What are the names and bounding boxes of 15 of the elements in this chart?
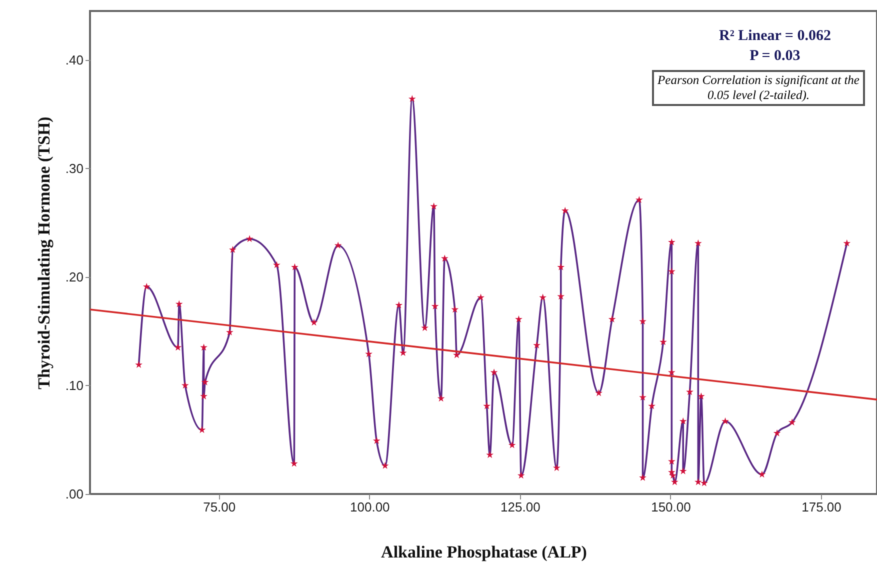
y-tick-label: .20 [65,269,84,284]
y-tick-label: .10 [65,378,84,393]
y-tick-label: .30 [65,160,84,176]
annotation: R² Linear = 0.062 [718,28,832,45]
x-axis-title: Alkaline Phosphatase (ALP) [381,542,587,562]
y-tick-label: .40 [65,52,84,68]
x-tick-label: 175.00 [802,500,842,514]
y-tick-label: .00 [65,486,84,502]
annotation: Pearson Correlation is significant at the 0.05 level (2-tailed). [652,70,865,106]
x-tick-label: 75.00 [203,500,236,514]
x-tick-label: 125.00 [500,500,540,514]
annotation: P = 0.03 [748,48,802,65]
x-tick-label: 150.00 [651,500,691,514]
y-axis-title: Thyroid-Stimulating Hormone (TSH) [34,116,54,390]
x-tick-label: 100.00 [350,500,390,514]
